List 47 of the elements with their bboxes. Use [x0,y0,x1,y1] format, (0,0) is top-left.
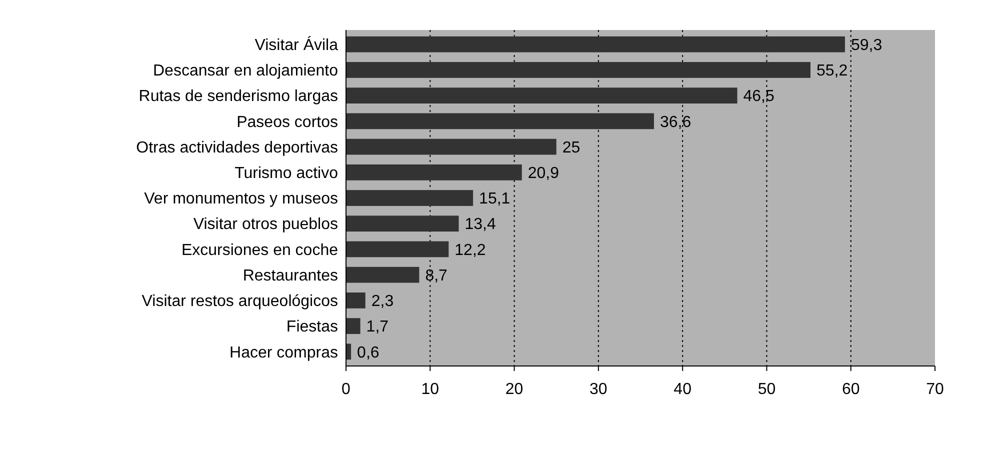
bar [346,318,360,334]
data-label: 20,9 [528,164,560,182]
y-tick-label: Descansar en alojamiento [153,62,338,80]
y-tick-label: Hacer compras [230,344,338,362]
bar [346,113,654,130]
y-tick-label: Ver monumentos y museos [144,190,338,208]
data-label: 2,3 [371,293,394,310]
bar [346,190,474,206]
y-tick-label: Excursiones en coche [181,242,338,259]
data-label: 46,5 [743,88,775,106]
data-label: 1,7 [366,318,389,336]
x-tick-label: 30 [590,381,608,398]
y-tick-label: Turismo activo [234,164,338,182]
data-label: 12,2 [454,242,486,259]
bar [346,138,556,155]
y-tick-label: Otras actividades deportivas [136,139,338,156]
y-tick-label: Rutas de senderismo largas [138,88,338,106]
x-tick-label: 40 [674,381,692,398]
bar [346,266,420,283]
data-label: 8,7 [425,267,448,284]
y-tick-label: Restaurantes [242,267,338,284]
y-tick-label: Fiestas [286,318,338,336]
data-label: 13,4 [464,216,496,234]
data-label: 36,6 [660,114,692,131]
data-label: 55,2 [816,62,848,80]
y-tick-label: Paseos cortos [236,114,338,131]
data-label: 25 [562,139,580,156]
y-tick-label: Visitar Ávila [254,36,338,54]
x-tick-label: 10 [421,381,440,398]
data-label: 59,3 [850,36,882,54]
bar [346,88,738,104]
bar [346,36,845,52]
bar [346,216,459,232]
data-label: 0,6 [357,344,380,362]
y-tick-label: Visitar restos arqueológicos [142,293,338,310]
bar [346,164,522,180]
y-tick-label: Visitar otros pueblos [193,216,338,234]
x-tick-label: 20 [505,381,524,398]
bar [346,292,366,308]
x-tick-label: 70 [926,381,944,398]
bar [346,62,810,78]
x-tick-label: 60 [842,381,860,398]
x-tick-label: 50 [758,381,776,398]
bar [346,241,449,258]
x-tick-label: 0 [342,381,351,398]
data-label: 15,1 [479,190,510,208]
bar [346,344,352,360]
